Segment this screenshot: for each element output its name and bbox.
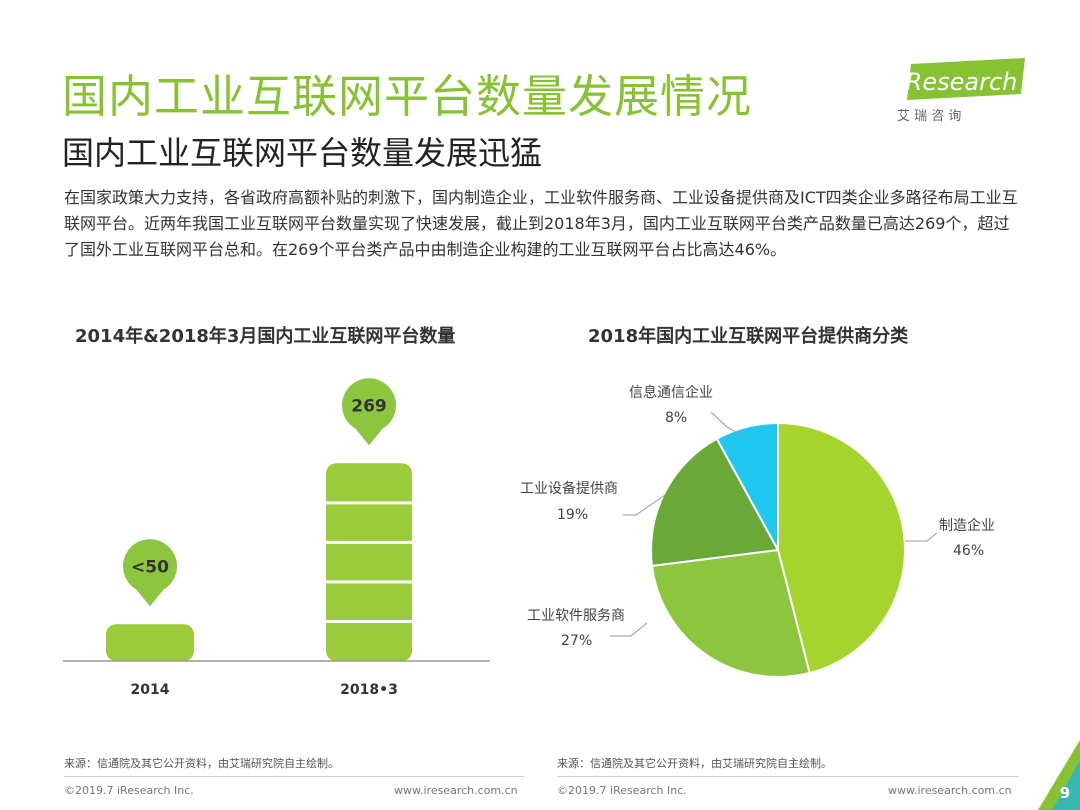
pie-chart: 制造企业 46% 工业软件服务商 27% 工业设备提供商 19% 信息通信企业 …	[520, 384, 995, 678]
leader-line-ict	[710, 411, 746, 438]
footer-divider-left	[64, 776, 524, 777]
slice-value-ict: 8%	[665, 410, 687, 426]
bar-data-label-0: <50	[131, 557, 169, 577]
slice-value-software: 27%	[561, 633, 592, 649]
bar-value-pin-1: 269	[342, 378, 396, 446]
slice-label-ict: 信息通信企业	[629, 384, 713, 401]
slice-label-software: 工业软件服务商	[527, 608, 625, 624]
x-tick-label-2018-3: 2018•3	[340, 682, 398, 698]
pin-circle	[342, 378, 396, 433]
bar-data-label-1: 269	[351, 396, 387, 416]
bar-chart: <50 269 2014 2018•3	[63, 378, 490, 698]
pie-chart-title: 2018年国内工业互联网平台提供商分类	[588, 326, 909, 347]
logo-text: iResearch	[899, 68, 1017, 96]
logo-banner	[907, 58, 1025, 100]
pie-slice-manufacturing	[777, 421, 906, 675]
pie-slice-ict	[715, 421, 779, 551]
iresearch-logo: iResearch 艾 瑞 咨 询	[897, 58, 1025, 124]
page-title: 国内工业互联网平台数量发展情况	[62, 70, 753, 123]
page-corner-decoration: 9	[1038, 740, 1080, 810]
pie-slice-equipment	[650, 437, 780, 568]
bar-0	[106, 624, 194, 661]
bar-rect	[106, 624, 194, 661]
leader-line-manufacturing	[905, 532, 938, 542]
copyright-right: ©2019.7 iResearch Inc.	[557, 784, 687, 797]
pie-slice-software	[650, 548, 811, 678]
logo-subtext: 艾 瑞 咨 询	[897, 109, 961, 124]
bar-chart-title: 2014年&2018年3月国内工业互联网平台数量	[75, 326, 456, 347]
bar-value-pin-0: <50	[123, 539, 177, 607]
copyright-left: ©2019.7 iResearch Inc.	[64, 784, 194, 797]
pin-circle	[123, 539, 177, 594]
source-note-right: 来源：信通院及其它公开资料，由艾瑞研究院自主绘制。	[557, 757, 832, 770]
page-number: 9	[1060, 784, 1070, 802]
source-note-left: 来源：信通院及其它公开资料，由艾瑞研究院自主绘制。	[64, 757, 339, 770]
intro-paragraph: 在国家政策大力支持，各省政府高额补贴的刺激下，国内制造企业，工业软件服务商、工业…	[64, 188, 1018, 259]
slice-value-manufacturing: 46%	[953, 543, 984, 559]
slice-label-equipment: 工业设备提供商	[520, 480, 618, 497]
slice-value-equipment: 19%	[557, 507, 588, 523]
page-subtitle: 国内工业互联网平台数量发展迅猛	[62, 134, 543, 172]
corner-accent	[1052, 760, 1080, 810]
footer-divider-right	[557, 776, 1019, 777]
leader-line-equipment	[623, 494, 666, 516]
bar-rect	[326, 463, 412, 661]
slice-label-manufacturing: 制造企业	[939, 517, 995, 534]
website-url-right[interactable]: www.iresearch.com.cn	[888, 784, 1012, 797]
website-url-left[interactable]: www.iresearch.com.cn	[394, 784, 518, 797]
bar-1	[326, 463, 412, 661]
x-tick-label-2014: 2014	[131, 682, 170, 698]
leader-line-software	[610, 622, 648, 637]
